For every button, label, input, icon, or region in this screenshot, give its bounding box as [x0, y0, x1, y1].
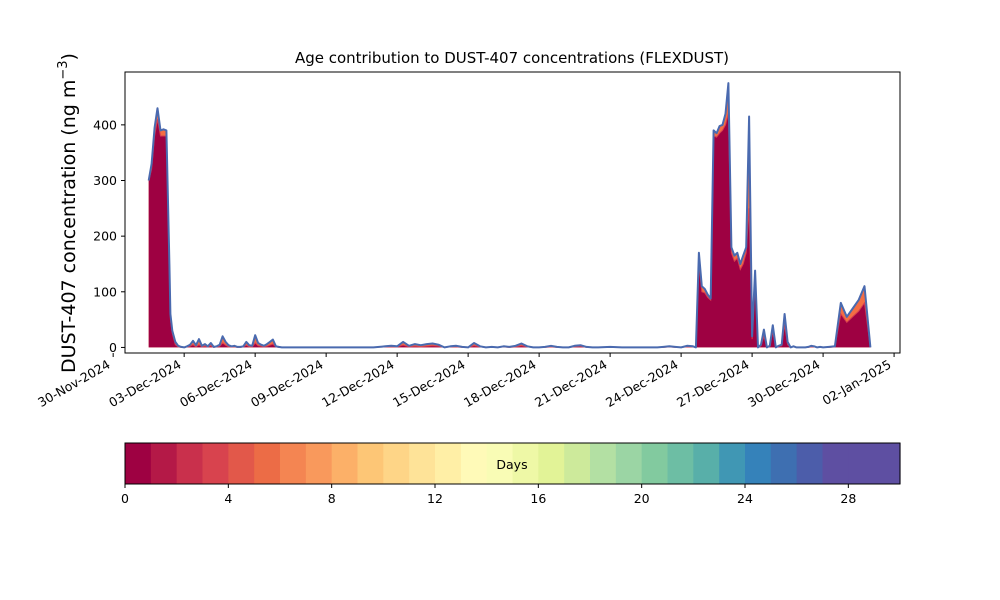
colorbar-cell: [615, 443, 643, 484]
colorbar-cell: [202, 443, 229, 484]
colorbar-cell: [641, 443, 669, 484]
colorbar-cell: [486, 443, 514, 484]
axes-frame: [124, 71, 901, 354]
colorbar-cell: [280, 443, 307, 484]
colorbar-cell: [538, 443, 565, 484]
colorbar-cell: [848, 443, 875, 484]
colorbar-tick-label: 8: [328, 491, 336, 506]
colorbar-cell: [796, 443, 824, 484]
colorbar-cells: [125, 443, 901, 484]
colorbar-cell: [254, 443, 281, 484]
colorbar-tick-label: 24: [737, 491, 753, 506]
colorbar-tick-label: 28: [840, 491, 856, 506]
colorbar-cell: [822, 443, 849, 484]
colorbar-cell: [176, 443, 204, 484]
y-tick-label: 400: [93, 117, 117, 132]
colorbar-cell: [383, 443, 410, 484]
colorbar-cell: [357, 443, 384, 484]
chart-title: Age contribution to DUST-407 concentrati…: [295, 49, 729, 67]
colorbar-cell: [667, 443, 694, 484]
series-layer: [147, 82, 892, 349]
y-axis-label: DUST-407 concentration (ng m−3): [56, 53, 80, 373]
colorbar-label: Days: [496, 457, 527, 472]
y-axis-label-main: DUST-407 concentration (ng m: [58, 80, 80, 373]
y-axis-label-superscript: −3: [56, 60, 71, 79]
y-tick-label: 0: [109, 340, 117, 355]
colorbar-cell: [331, 443, 359, 484]
y-tick-label: 200: [93, 229, 117, 244]
colorbar-cell: [460, 443, 488, 484]
colorbar-cell: [564, 443, 591, 484]
colorbar-cell: [409, 443, 436, 484]
y-axis-ticks: 0 100 200 300 400: [93, 117, 125, 355]
colorbar-tick-label: 16: [530, 491, 546, 506]
colorbar-cell: [305, 443, 333, 484]
colorbar-frame: [124, 442, 901, 485]
colorbar-cell: [874, 443, 901, 484]
colorbar-cell: [125, 443, 152, 484]
colorbar-cell: [745, 443, 772, 484]
colorbar-tick-label: 4: [224, 491, 232, 506]
colorbar-cell: [512, 443, 539, 484]
colorbar-cell: [590, 443, 617, 484]
y-tick-label: 300: [93, 173, 117, 188]
colorbar-tick-label: 20: [634, 491, 650, 506]
colorbar-cell: [693, 443, 720, 484]
colorbar-tick-label: 12: [427, 491, 443, 506]
y-axis-label-close: ): [58, 53, 80, 60]
colorbar-tick-label: 0: [121, 491, 129, 506]
total-concentration-line-0: [147, 82, 872, 349]
colorbar-cell: [150, 443, 178, 484]
colorbar-ticks: 0 4 8 12 16 20 24 28: [121, 484, 856, 506]
colorbar-cell: [435, 443, 462, 484]
y-tick-label: 100: [93, 284, 117, 299]
colorbar-cell: [770, 443, 798, 484]
colorbar: Days 0 4 8 12 16 20 24 28: [121, 442, 901, 506]
colorbar-cell: [719, 443, 746, 484]
colorbar-cell: [228, 443, 255, 484]
